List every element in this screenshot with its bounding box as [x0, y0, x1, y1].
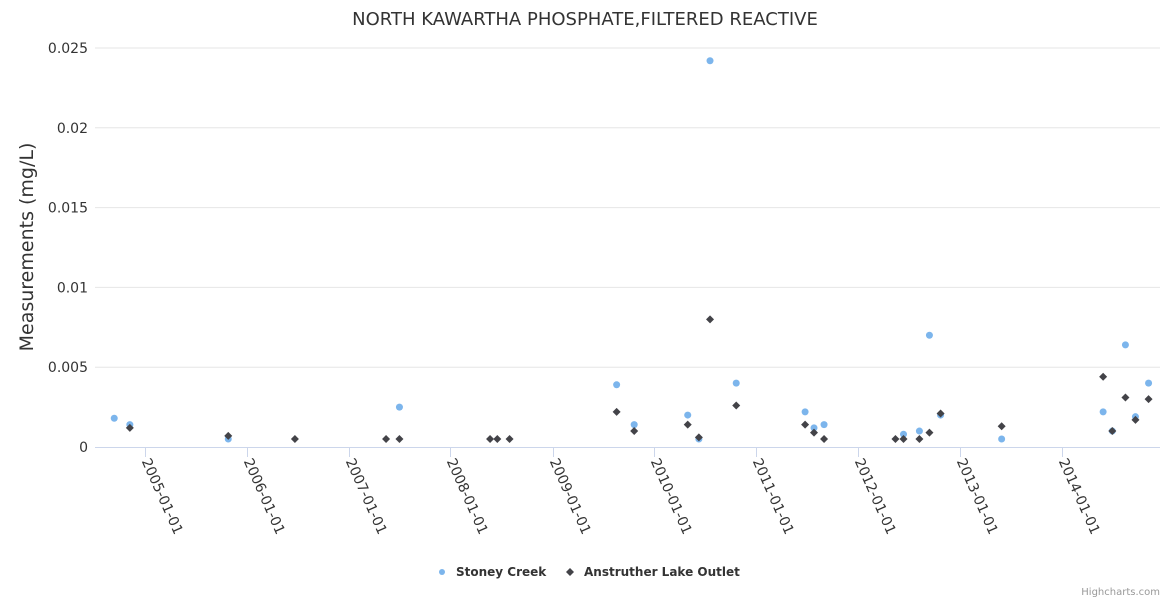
x-tick-label: 2013-01-01 — [953, 456, 1001, 537]
data-point-stoney-creek[interactable] — [925, 331, 933, 339]
data-point-anstruther-lake-outlet[interactable] — [395, 435, 404, 444]
data-point-anstruther-lake-outlet[interactable] — [899, 435, 908, 444]
x-tick-label: 2010-01-01 — [647, 456, 695, 537]
data-point-stoney-creek[interactable] — [1099, 408, 1107, 416]
x-tick-label: 2008-01-01 — [443, 456, 491, 537]
data-point-anstruther-lake-outlet[interactable] — [925, 428, 934, 437]
grid — [95, 47, 1160, 368]
data-point-stoney-creek[interactable] — [915, 427, 923, 435]
data-point-anstruther-lake-outlet[interactable] — [694, 433, 703, 442]
data-point-stoney-creek[interactable] — [706, 57, 714, 65]
data-point-stoney-creek[interactable] — [801, 408, 809, 416]
data-point-anstruther-lake-outlet[interactable] — [493, 435, 502, 444]
data-point-anstruther-lake-outlet[interactable] — [1121, 393, 1130, 402]
data-point-anstruther-lake-outlet[interactable] — [1099, 372, 1108, 381]
data-point-stoney-creek[interactable] — [1145, 379, 1153, 387]
legend-item-anstruther-lake-outlet[interactable]: Anstruther Lake Outlet — [566, 565, 740, 579]
data-point-anstruther-lake-outlet[interactable] — [630, 427, 639, 436]
legend-label: Stoney Creek — [456, 565, 547, 579]
data-point-stoney-creek[interactable] — [900, 430, 908, 438]
y-tick-label: 0.02 — [57, 121, 88, 137]
x-tick-label: 2009-01-01 — [546, 456, 594, 537]
data-point-anstruther-lake-outlet[interactable] — [612, 407, 621, 416]
data-point-stoney-creek[interactable] — [630, 421, 638, 429]
data-point-stoney-creek[interactable] — [1121, 341, 1129, 349]
y-tick-label: 0.005 — [48, 360, 88, 376]
data-point-anstruther-lake-outlet[interactable] — [224, 431, 233, 440]
data-point-stoney-creek[interactable] — [684, 411, 692, 419]
data-point-anstruther-lake-outlet[interactable] — [486, 435, 495, 444]
data-point-anstruther-lake-outlet[interactable] — [125, 423, 134, 432]
data-point-anstruther-lake-outlet[interactable] — [810, 428, 819, 437]
y-tick-label: 0.025 — [48, 41, 88, 57]
data-point-anstruther-lake-outlet[interactable] — [1144, 395, 1153, 404]
data-point-anstruther-lake-outlet[interactable] — [891, 435, 900, 444]
data-point-anstruther-lake-outlet[interactable] — [801, 420, 810, 429]
x-tick-label: 2005-01-01 — [138, 456, 186, 537]
data-point-anstruther-lake-outlet[interactable] — [505, 435, 514, 444]
data-point-anstruther-lake-outlet[interactable] — [997, 422, 1006, 431]
data-point-anstruther-lake-outlet[interactable] — [382, 435, 391, 444]
y-axis-ticks: 0 0.005 0.01 0.015 0.02 0.025 — [48, 41, 88, 456]
y-axis-title: Measurements (mg/L) — [16, 143, 38, 352]
data-point-anstruther-lake-outlet[interactable] — [820, 435, 829, 444]
legend-diamond-marker-icon — [566, 568, 574, 576]
y-tick-label: 0 — [79, 440, 88, 456]
data-point-anstruther-lake-outlet[interactable] — [732, 401, 741, 410]
x-tick-label: 2011-01-01 — [749, 456, 797, 537]
legend: Stoney Creek Anstruther Lake Outlet — [439, 565, 740, 579]
y-tick-label: 0.01 — [57, 280, 88, 296]
data-point-stoney-creek[interactable] — [110, 414, 118, 422]
data-point-anstruther-lake-outlet[interactable] — [683, 420, 692, 429]
credits-link[interactable]: Highcharts.com — [1081, 587, 1160, 598]
data-point-stoney-creek[interactable] — [998, 435, 1006, 443]
data-point-anstruther-lake-outlet[interactable] — [290, 435, 299, 444]
data-point-stoney-creek[interactable] — [810, 424, 818, 432]
data-point-anstruther-lake-outlet[interactable] — [936, 409, 945, 418]
legend-label: Anstruther Lake Outlet — [584, 565, 740, 579]
x-tick-label: 2014-01-01 — [1055, 456, 1103, 537]
data-point-stoney-creek[interactable] — [820, 421, 828, 429]
x-tick-label: 2007-01-01 — [342, 456, 390, 537]
x-tick-label: 2006-01-01 — [240, 456, 288, 537]
data-point-stoney-creek[interactable] — [613, 381, 621, 389]
legend-circle-marker-icon — [439, 569, 445, 575]
legend-item-stoney-creek[interactable]: Stoney Creek — [439, 565, 547, 579]
data-points — [110, 57, 1153, 444]
data-point-anstruther-lake-outlet[interactable] — [1108, 427, 1117, 436]
data-point-stoney-creek[interactable] — [395, 403, 403, 411]
data-point-stoney-creek[interactable] — [732, 379, 740, 387]
data-point-anstruther-lake-outlet[interactable] — [915, 435, 924, 444]
chart-title: NORTH KAWARTHA PHOSPHATE,FILTERED REACTI… — [352, 9, 818, 30]
x-tick-label: 2012-01-01 — [851, 456, 899, 537]
data-point-anstruther-lake-outlet[interactable] — [706, 315, 715, 324]
y-tick-label: 0.015 — [48, 201, 88, 217]
x-axis: 2005-01-01 2006-01-01 2007-01-01 2008-01-01… — [95, 447, 1160, 537]
data-point-anstruther-lake-outlet[interactable] — [1131, 415, 1140, 424]
